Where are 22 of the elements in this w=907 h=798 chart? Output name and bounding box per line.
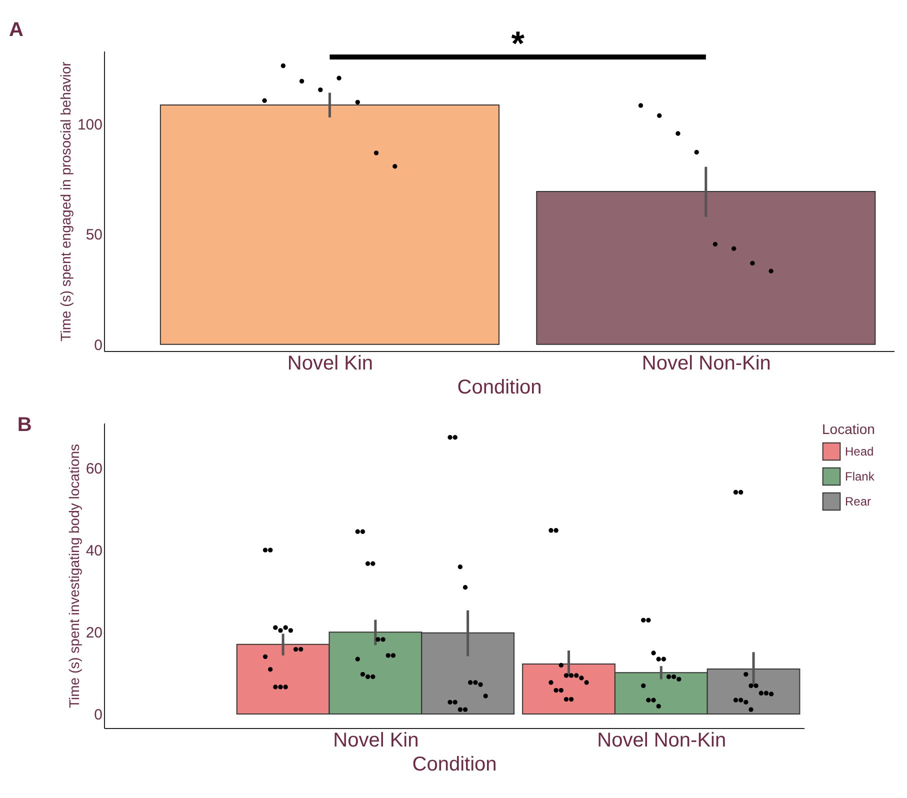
y-tick-label: 0 xyxy=(94,336,102,354)
x-tick-label: Novel Non-Kin xyxy=(597,730,726,752)
annotation: * xyxy=(511,25,526,63)
y-axis-title: Time (s) spent investigating body locations xyxy=(66,444,82,708)
y-tick-label: 100 xyxy=(77,116,102,134)
legend-title: Location xyxy=(822,421,875,437)
x-tick-label: Novel Non-Kin xyxy=(642,352,771,374)
x-tick-label: Novel Kin xyxy=(287,352,374,374)
chart-title: A xyxy=(8,19,24,41)
y-tick-label: 0 xyxy=(94,706,102,724)
x-axis-title: Condition xyxy=(457,376,542,398)
y-tick-label: 60 xyxy=(86,460,102,478)
legend-label: Flank xyxy=(845,470,876,484)
y-tick-label: 40 xyxy=(86,542,102,560)
x-axis-title: Condition xyxy=(412,754,497,776)
y-tick-label: 20 xyxy=(86,624,102,642)
legend-label: Head xyxy=(845,444,874,458)
x-tick-label: Novel Kin xyxy=(333,730,419,752)
y-axis-title: Time (s) spent engaged in prosocial behavior xyxy=(57,61,74,342)
legend-label: Rear xyxy=(845,494,872,508)
y-tick-label: 50 xyxy=(86,226,102,244)
chart-title: B xyxy=(17,414,32,436)
